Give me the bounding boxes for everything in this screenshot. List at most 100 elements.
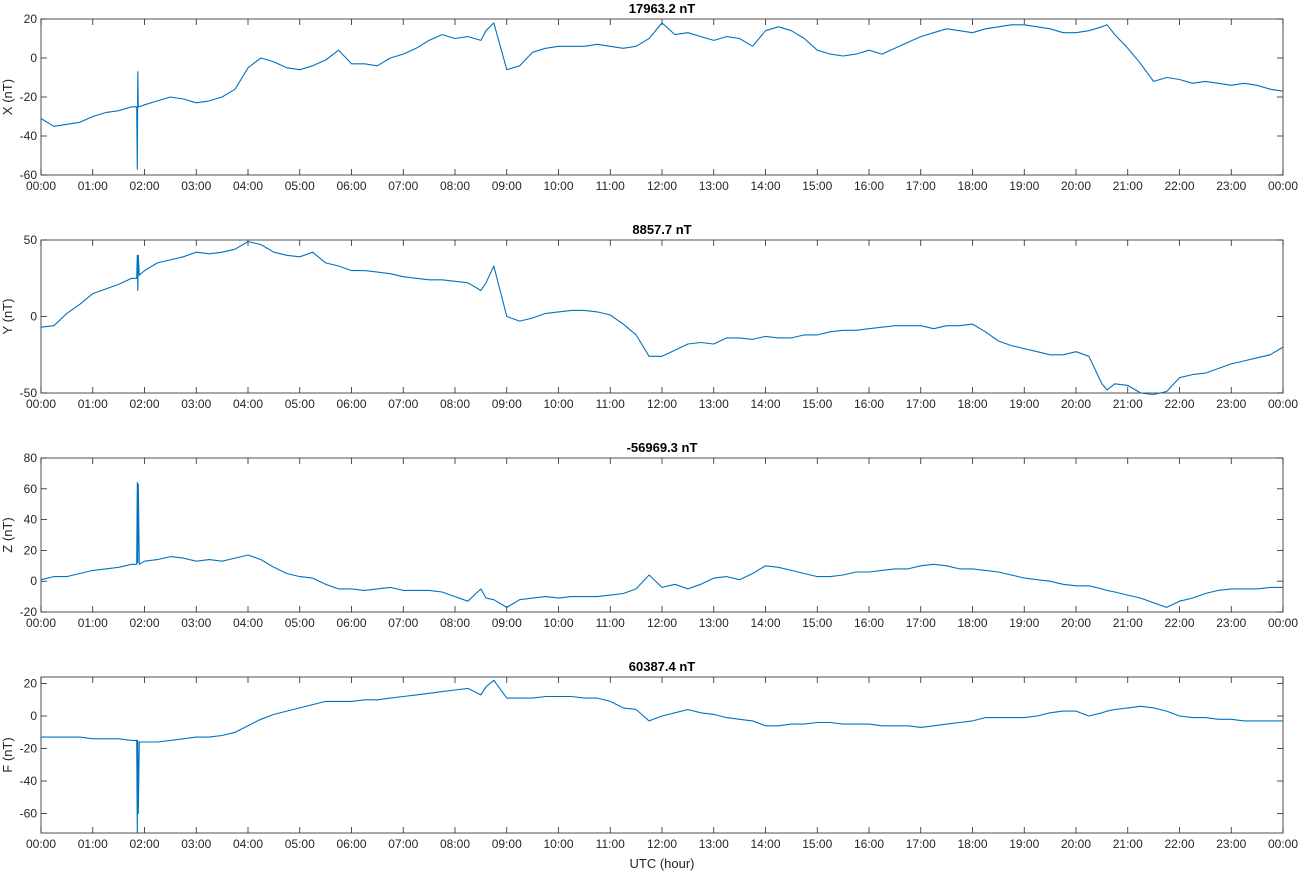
x-tick-label: 18:00 <box>957 397 987 411</box>
x-tick-label: 01:00 <box>78 837 108 851</box>
x-tick-label: 08:00 <box>440 179 470 193</box>
x-tick-label: 00:00 <box>1268 397 1298 411</box>
x-tick-label: 13:00 <box>699 837 729 851</box>
x-tick-label: 07:00 <box>388 179 418 193</box>
x-tick-label: 00:00 <box>26 837 56 851</box>
y-axis-label: X (nT) <box>0 79 15 115</box>
x-tick-label: 03:00 <box>181 179 211 193</box>
x-tick-label: 11:00 <box>596 179 625 193</box>
series-line <box>40 22 1284 170</box>
x-tick-label: 11:00 <box>596 397 625 411</box>
x-tick-label: 10:00 <box>543 837 573 851</box>
x-tick-label: 05:00 <box>285 397 315 411</box>
x-tick-label: 06:00 <box>336 837 366 851</box>
x-tick-label: 22:00 <box>1164 837 1194 851</box>
x-tick-label: 03:00 <box>181 837 211 851</box>
y-tick-label: -60 <box>20 807 38 821</box>
y-tick-label: -20 <box>20 742 38 756</box>
x-tick-label: 08:00 <box>440 616 470 630</box>
x-tick-label: 06:00 <box>336 616 366 630</box>
x-tick-label: 19:00 <box>1009 179 1039 193</box>
plot-area-frame <box>40 18 1284 176</box>
x-tick-label: 02:00 <box>129 397 159 411</box>
plot-area-frame <box>40 457 1284 613</box>
x-tick-label: 21:00 <box>1113 616 1143 630</box>
x-tick-label: 00:00 <box>26 397 56 411</box>
x-tick-label: 06:00 <box>336 397 366 411</box>
y-tick-label: 0 <box>30 51 37 65</box>
y-axis-label: Z (nT) <box>0 517 15 552</box>
x-tick-label: 00:00 <box>1268 837 1298 851</box>
plot-area-frame <box>40 239 1284 394</box>
x-tick-label: 23:00 <box>1216 837 1246 851</box>
y-tick-label: 0 <box>30 574 37 588</box>
y-tick-label: 20 <box>24 12 38 26</box>
x-tick-label: 15:00 <box>802 397 832 411</box>
chart-title: 60387.4 nT <box>629 659 696 674</box>
x-tick-label: 15:00 <box>802 837 832 851</box>
x-tick-label: 23:00 <box>1216 397 1246 411</box>
x-tick-label: 21:00 <box>1113 837 1143 851</box>
x-tick-label: 09:00 <box>492 397 522 411</box>
x-tick-label: 15:00 <box>802 179 832 193</box>
x-tick-label: 20:00 <box>1061 397 1091 411</box>
x-tick-label: 16:00 <box>854 179 884 193</box>
x-tick-label: 01:00 <box>78 179 108 193</box>
y-tick-label: 80 <box>24 451 38 465</box>
chart-title: -56969.3 nT <box>627 440 698 455</box>
x-tick-label: 17:00 <box>906 837 936 851</box>
y-tick-label: 40 <box>24 513 38 527</box>
plot-area-frame <box>40 676 1284 834</box>
x-tick-label: 04:00 <box>233 179 263 193</box>
x-tick-label: 12:00 <box>647 616 677 630</box>
y-axis-label: Y (nT) <box>0 299 15 335</box>
chart-title: 17963.2 nT <box>629 1 696 16</box>
x-tick-label: 10:00 <box>543 397 573 411</box>
x-tick-label: 21:00 <box>1113 397 1143 411</box>
x-tick-label: 18:00 <box>957 179 987 193</box>
x-tick-label: 19:00 <box>1009 397 1039 411</box>
x-tick-label: 13:00 <box>699 616 729 630</box>
series-line <box>40 240 1284 396</box>
x-tick-label: 06:00 <box>336 179 366 193</box>
x-tick-label: 21:00 <box>1113 179 1143 193</box>
x-tick-label: 00:00 <box>1268 616 1298 630</box>
x-tick-label: 12:00 <box>647 837 677 851</box>
y-tick-label: -40 <box>20 774 38 788</box>
y-tick-label: 0 <box>30 310 37 324</box>
x-tick-label: 17:00 <box>906 397 936 411</box>
x-tick-label: 07:00 <box>388 616 418 630</box>
x-tick-label: 09:00 <box>492 616 522 630</box>
x-tick-label: 14:00 <box>750 397 780 411</box>
x-tick-label: 07:00 <box>388 397 418 411</box>
x-tick-label: 22:00 <box>1164 179 1194 193</box>
x-tick-label: 09:00 <box>492 837 522 851</box>
x-tick-label: 02:00 <box>129 616 159 630</box>
x-tick-label: 08:00 <box>440 397 470 411</box>
x-tick-label: 17:00 <box>906 616 936 630</box>
y-tick-label: 20 <box>24 677 38 691</box>
x-tick-label: 18:00 <box>957 837 987 851</box>
x-tick-label: 10:00 <box>543 616 573 630</box>
x-tick-label: 22:00 <box>1164 397 1194 411</box>
y-tick-label: -20 <box>20 605 38 619</box>
chart-panel-3: 00:00 01:00 02:00 03:00 04:00 05:00 06:00 07:00… <box>0 440 1298 630</box>
x-tick-label: 22:00 <box>1164 616 1194 630</box>
y-tick-label: -20 <box>20 90 38 104</box>
y-axis-label: F (nT) <box>0 737 15 772</box>
x-tick-label: 02:00 <box>129 179 159 193</box>
x-tick-label: 11:00 <box>596 616 625 630</box>
y-tick-label: -60 <box>20 168 38 182</box>
y-tick-label: 60 <box>24 482 38 496</box>
x-tick-label: 00:00 <box>26 179 56 193</box>
x-tick-label: 20:00 <box>1061 616 1091 630</box>
x-tick-label: 12:00 <box>647 179 677 193</box>
y-tick-label: 20 <box>24 543 38 557</box>
series-line <box>41 679 1283 834</box>
chart-title: 8857.7 nT <box>632 222 691 237</box>
y-tick-label: 50 <box>24 233 38 247</box>
x-tick-label: 08:00 <box>440 837 470 851</box>
x-tick-label: 04:00 <box>233 616 263 630</box>
x-tick-label: 04:00 <box>233 837 263 851</box>
